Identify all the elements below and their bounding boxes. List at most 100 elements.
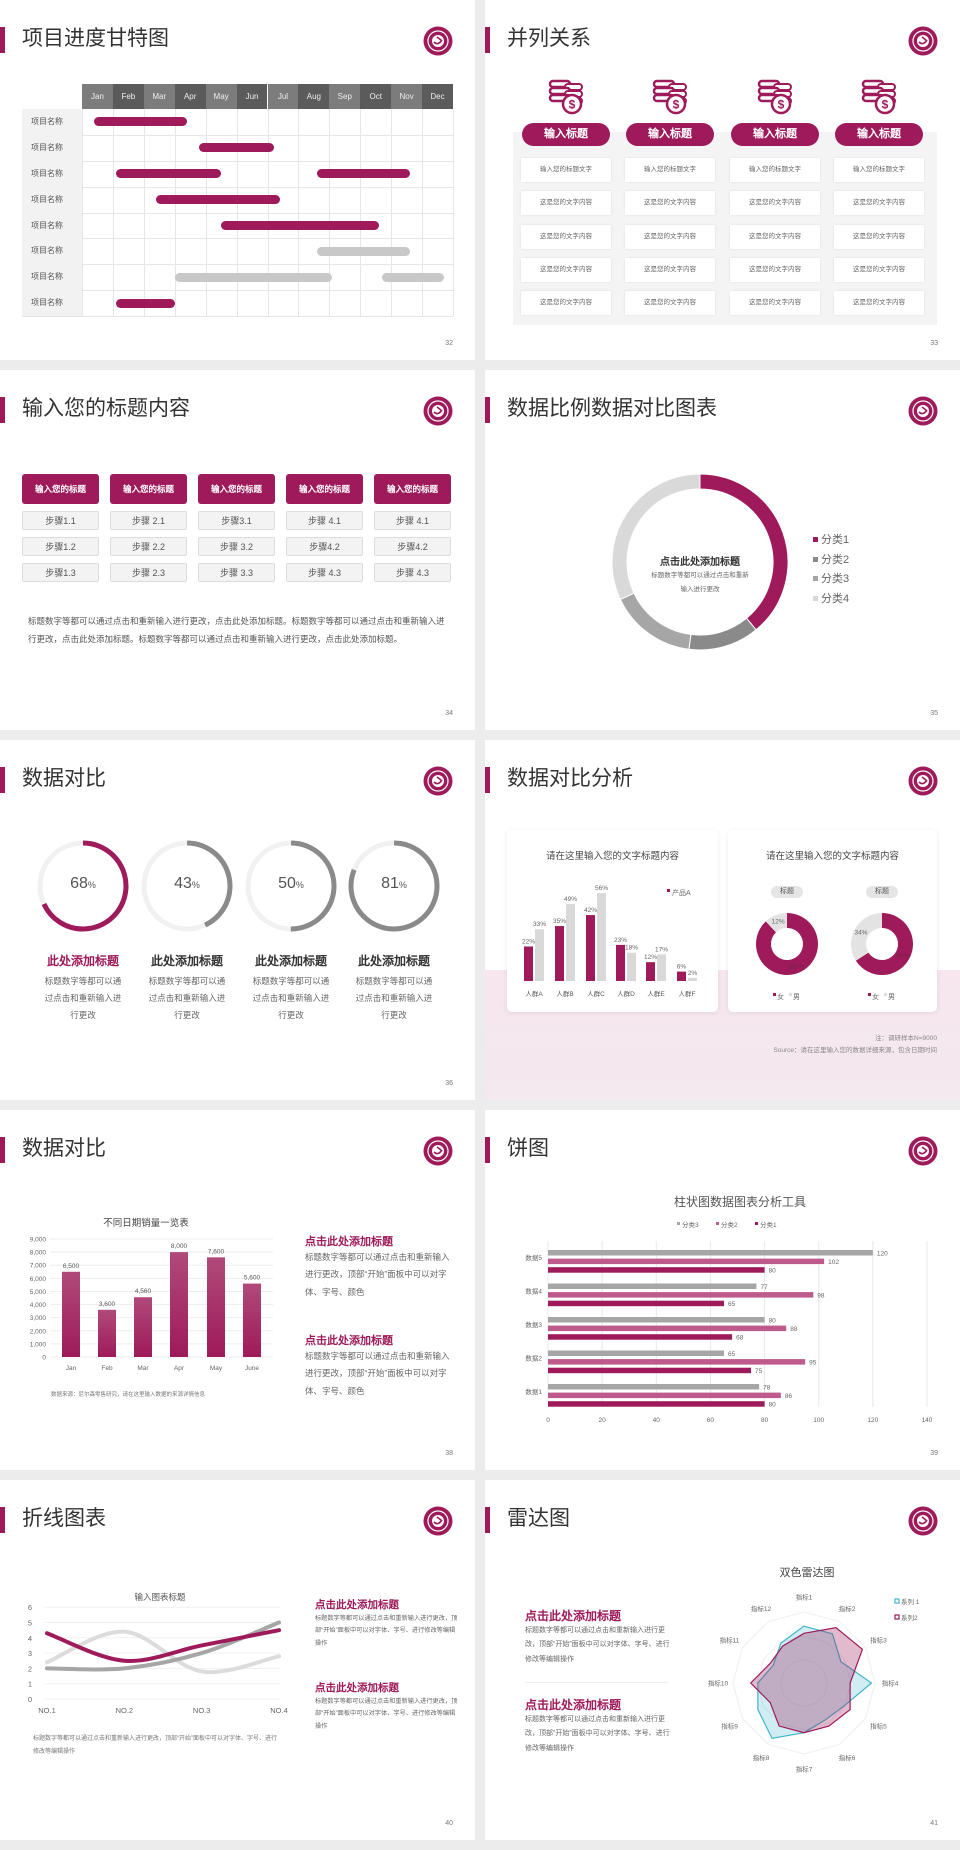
month-header: Aug [298, 84, 330, 109]
step-heading[interactable]: 输入您的标题 [110, 474, 187, 504]
bar-data-label: 65 [728, 1301, 736, 1308]
bar-分类3 [548, 1350, 724, 1356]
step-box[interactable]: 步骤 4.1 [286, 511, 363, 530]
step-box[interactable]: 步骤 2.3 [110, 563, 187, 582]
gantt-bar-active[interactable] [116, 298, 175, 308]
bar [98, 1309, 116, 1357]
block-text: 标题数字等都可以通过点击和重新输入进行更改，顶部“开始”面板中可以对字体、字号、… [315, 1697, 458, 1730]
radar-series-2 [749, 1627, 864, 1734]
y-tick-label: 2,000 [30, 1328, 47, 1335]
gantt-bar-pending[interactable] [174, 272, 333, 282]
step-box[interactable]: 步骤 4.3 [286, 563, 363, 582]
bar-gray [597, 893, 606, 981]
text-cell[interactable]: 输入您的标题文字 [730, 158, 820, 182]
step-heading[interactable]: 输入您的标题 [286, 474, 363, 504]
text-cell[interactable]: 这是您的文字内容 [625, 257, 715, 282]
text-cell[interactable]: 这是您的文字内容 [834, 257, 924, 282]
y-tick-label: 4,000 [30, 1302, 47, 1309]
gantt-bar-pending[interactable] [316, 246, 410, 256]
block-text: 标题数字等都可以通过点击和重新输入进行更改，顶部“开始”面板中可以对字体、字号、… [525, 1716, 670, 1752]
legend-female: 女 [777, 992, 784, 1001]
x-tick-label: 人群A [525, 989, 543, 998]
bar-data-label: 6% [677, 964, 687, 971]
text-cell[interactable]: 这是您的文字内容 [730, 291, 820, 316]
text-cell[interactable]: 这是您的文字内容 [730, 257, 820, 282]
row-label: 项目名称 [22, 134, 82, 161]
gantt-bar-active[interactable] [116, 169, 222, 179]
row-divider [22, 290, 453, 292]
text-cell[interactable]: 输入您的标题文字 [834, 158, 924, 182]
bar-分类1 [548, 1334, 733, 1340]
legend-label: 分类2 [721, 1220, 738, 1229]
step-heading[interactable]: 输入您的标题 [374, 474, 451, 504]
donut-slice-分类1 [699, 473, 789, 631]
title-accent-bar [0, 1507, 5, 1533]
month-header: Oct [360, 84, 392, 109]
bar-分类1 [548, 1267, 765, 1273]
row-divider [22, 134, 453, 136]
text-cell[interactable]: 这是您的文字内容 [521, 257, 611, 282]
gantt-bar-active[interactable] [221, 220, 379, 230]
legend-label: 分类1 [760, 1220, 777, 1229]
step-box[interactable]: 步骤 2.1 [110, 511, 187, 530]
y-tick-label: 0 [28, 1695, 32, 1704]
legend-swatch-male [789, 993, 792, 996]
row-label: 项目名称 [22, 186, 82, 213]
bar-data-label: 78 [763, 1385, 771, 1392]
logo-mark [433, 776, 443, 785]
column-heading-pill[interactable]: 输入标题 [731, 123, 819, 146]
donut-chart [611, 473, 789, 651]
text-cell[interactable]: 输入您的标题文字 [521, 158, 611, 182]
axis-label: 指标8 [753, 1753, 770, 1762]
column-heading-pill[interactable]: 输入标题 [626, 123, 714, 146]
step-box[interactable]: 步骤 4.3 [374, 563, 451, 582]
step-box[interactable]: 步骤1.1 [22, 511, 99, 530]
step-box[interactable]: 步骤 2.2 [110, 537, 187, 556]
text-cell[interactable]: 这是您的文字内容 [625, 191, 715, 216]
step-heading[interactable]: 输入您的标题 [198, 474, 275, 504]
y-category-label: 数据2 [525, 1354, 542, 1363]
row-divider [22, 212, 453, 214]
step-box[interactable]: 步骤 3.2 [198, 537, 275, 556]
text-cell[interactable]: 这是您的文字内容 [521, 224, 611, 249]
chart-title: 输入图表标题 [134, 1592, 186, 1602]
gantt-bar-active[interactable] [156, 195, 280, 205]
bar-分类2 [548, 1325, 787, 1332]
bar-分类3 [548, 1283, 757, 1289]
center-title: 点击此处添加标题 [660, 557, 740, 568]
gantt-bar-pending[interactable] [381, 272, 444, 282]
step-box[interactable]: 步骤4.2 [374, 537, 451, 556]
gantt-bar-active[interactable] [316, 169, 410, 179]
column-heading-pill[interactable]: 输入标题 [522, 123, 610, 146]
legend-label: 分类1 [821, 534, 850, 546]
text-cell[interactable]: 输入您的标题文字 [625, 158, 715, 182]
text-cell[interactable]: 这是您的文字内容 [625, 224, 715, 249]
step-heading[interactable]: 输入您的标题 [22, 474, 99, 504]
y-category-label: 数据5 [525, 1253, 542, 1262]
step-box[interactable]: 步骤 4.1 [374, 511, 451, 530]
step-box[interactable]: 步骤3.1 [198, 511, 275, 530]
column-heading-pill[interactable]: 输入标题 [835, 123, 923, 146]
text-cell[interactable]: 这是您的文字内容 [521, 291, 611, 316]
text-cell[interactable]: 这是您的文字内容 [834, 191, 924, 216]
step-box[interactable]: 步骤 3.3 [198, 563, 275, 582]
step-box[interactable]: 步骤1.2 [22, 537, 99, 556]
text-cell[interactable]: 这是您的文字内容 [521, 191, 611, 216]
bar-gray [627, 952, 636, 981]
text-cell[interactable]: 这是您的文字内容 [730, 191, 820, 216]
source-note: Source：请在这里输入您的数据详细来源，包含日期时间 [773, 1047, 937, 1054]
gantt-bar-active[interactable] [94, 117, 188, 127]
text-cell[interactable]: 这是您的文字内容 [834, 224, 924, 249]
step-box[interactable]: 步骤4.2 [286, 537, 363, 556]
bar-gray [657, 954, 666, 981]
y-tick-label: 6,000 [30, 1276, 47, 1283]
bar-data-label: 7,600 [208, 1248, 225, 1255]
gantt-bar-active[interactable] [199, 143, 274, 153]
step-box[interactable]: 步骤1.3 [22, 563, 99, 582]
month-header: May [205, 84, 237, 109]
text-cell[interactable]: 这是您的文字内容 [834, 291, 924, 316]
text-cell[interactable]: 这是您的文字内容 [625, 291, 715, 316]
donut-slice-分类3 [619, 592, 692, 650]
text-cell[interactable]: 这是您的文字内容 [730, 224, 820, 249]
slide-36: 数据对比 36 68% 此处添加标题 标题数字等都可以通过点击和重新输入进行更改 43% 此… [0, 740, 475, 1100]
